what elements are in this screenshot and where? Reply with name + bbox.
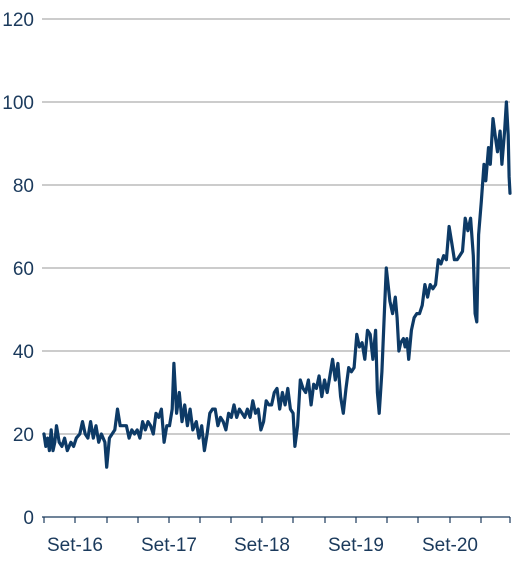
y-tick-label: 20 <box>13 425 34 446</box>
y-tick-label: 80 <box>13 176 34 197</box>
y-tick-label: 120 <box>2 10 34 31</box>
series-line <box>42 100 512 469</box>
x-tick-label: Set-20 <box>422 535 478 556</box>
y-tick-label: 100 <box>2 93 34 114</box>
y-tick-label: 60 <box>13 259 34 280</box>
series-group <box>42 100 512 469</box>
y-tick-label: 0 <box>23 508 34 529</box>
y-axis-tick-labels: 0 20 40 60 80 100 120 <box>2 10 34 529</box>
x-axis-tick-labels: Set-16 Set-17 Set-18 Set-19 Set-20 <box>47 535 478 556</box>
x-axis <box>42 516 511 523</box>
x-tick-label: Set-18 <box>234 535 290 556</box>
x-tick-label: Set-16 <box>47 535 103 556</box>
x-tick-label: Set-17 <box>141 535 197 556</box>
x-tick-label: Set-19 <box>328 535 384 556</box>
gridlines <box>42 18 510 435</box>
y-tick-label: 40 <box>13 342 34 363</box>
